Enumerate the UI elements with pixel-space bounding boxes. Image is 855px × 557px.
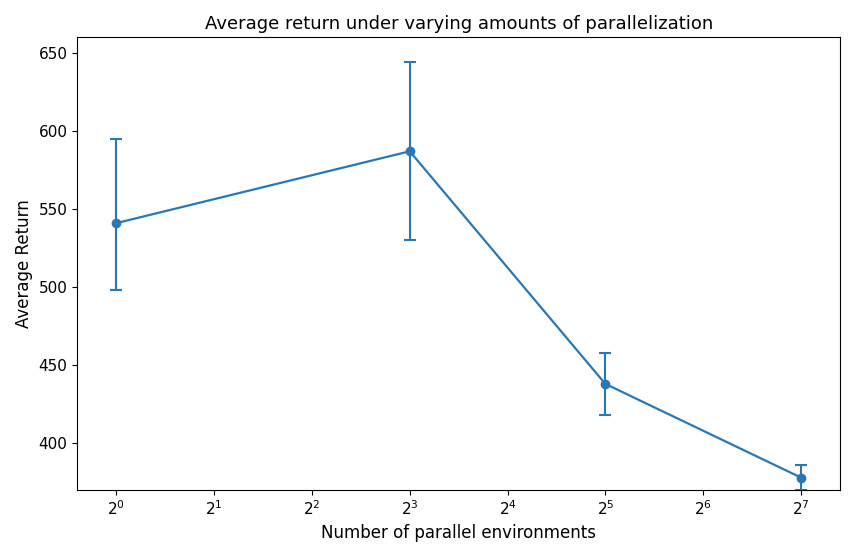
Title: Average return under varying amounts of parallelization: Average return under varying amounts of …	[204, 15, 713, 33]
Y-axis label: Average Return: Average Return	[15, 199, 33, 328]
X-axis label: Number of parallel environments: Number of parallel environments	[321, 524, 596, 542]
